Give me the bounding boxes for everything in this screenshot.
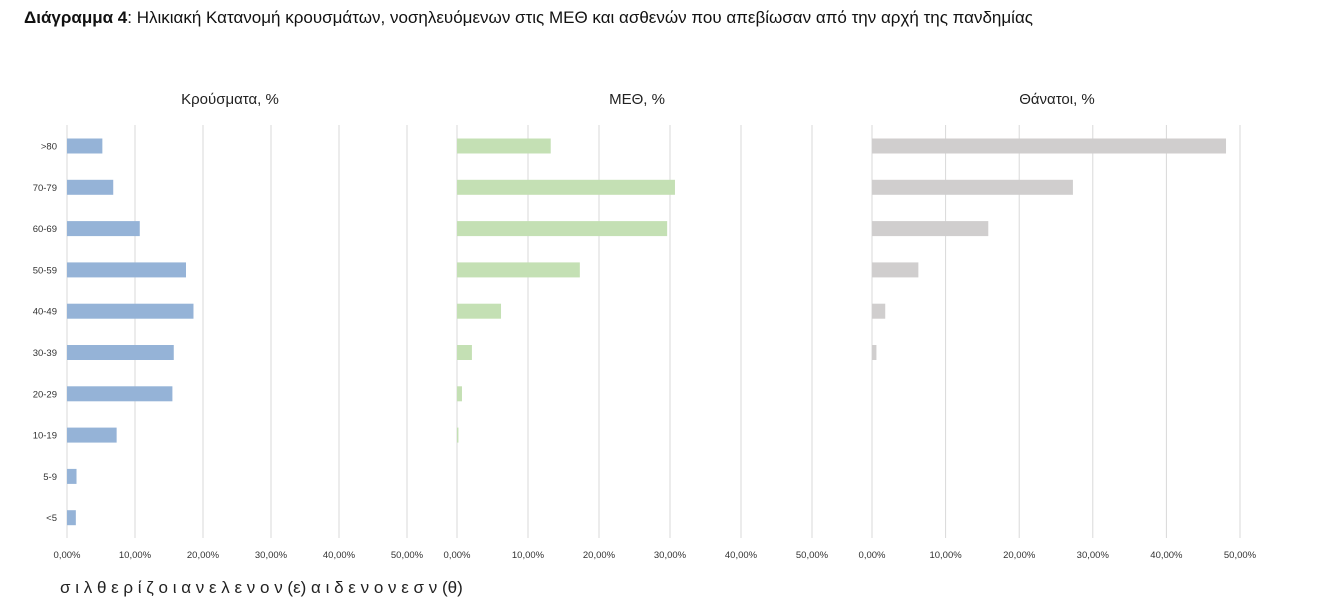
bar-2-0 [457,138,551,154]
x-tick-label-2-5: 50,00% [796,550,829,561]
bar-1-3 [67,262,186,278]
bar-1-6 [67,386,173,402]
x-tick-label-2-1: 10,00% [512,550,545,561]
x-tick-label-1-1: 10,00% [119,550,152,561]
bar-2-5 [457,345,472,360]
category-label-1: 70-79 [33,183,57,194]
x-tick-label-2-4: 40,00% [725,550,758,561]
x-tick-label-2-2: 20,00% [583,550,616,561]
cut-off-text-line: σ ι λ θ ε ρ ί ζ ο ι α ν ε λ ε ν ο ν (ε) … [60,578,1260,598]
figure-heading: Διάγραμμα 4: Ηλικιακή Κατανομή κρουσμάτω… [24,8,1033,28]
x-tick-label-1-5: 50,00% [391,550,424,561]
x-tick-label-1-0: 0,00% [54,550,81,561]
x-tick-label-1-3: 30,00% [255,550,288,561]
bar-3-0 [872,138,1227,154]
x-tick-label-3-2: 20,00% [1003,550,1036,561]
category-label-3: 50-59 [33,265,57,276]
chart-title-1: Κρούσματα, % [181,91,279,108]
bar-2-7 [457,427,459,443]
x-tick-label-2-0: 0,00% [444,550,471,561]
bar-1-2 [67,221,140,237]
category-label-7: 10-19 [33,431,57,442]
bar-1-1 [67,179,114,195]
category-label-6: 20-29 [33,389,57,400]
category-label-5: 30-39 [33,348,57,359]
x-tick-label-2-3: 30,00% [654,550,687,561]
bar-2-6 [457,386,462,402]
bar-2-4 [457,303,502,319]
bar-1-4 [67,303,194,319]
bar-2-1 [457,179,675,195]
bar-1-8 [67,468,77,484]
bar-3-3 [872,262,919,278]
x-tick-label-3-5: 50,00% [1224,550,1257,561]
x-tick-label-3-3: 30,00% [1077,550,1110,561]
bar-3-1 [872,179,1073,195]
bar-1-7 [67,427,117,443]
bar-2-3 [457,262,580,278]
chart-title-3: Θάνατοι, % [1019,91,1095,108]
x-tick-label-3-1: 10,00% [929,550,962,561]
category-label-8: 5-9 [43,472,57,483]
figure-caption: : Ηλικιακή Κατανομή κρουσμάτων, νοσηλευό… [127,8,1033,27]
x-tick-label-3-0: 0,00% [859,550,886,561]
bar-3-5 [872,345,877,360]
bar-3-4 [872,303,886,319]
bar-1-9 [67,510,76,526]
chart-title-2: ΜΕΘ, % [609,91,665,108]
x-tick-label-3-4: 40,00% [1150,550,1183,561]
figure-label: Διάγραμμα 4 [24,8,128,27]
category-label-4: 40-49 [33,307,57,318]
category-label-2: 60-69 [33,224,57,235]
bar-3-2 [872,221,989,237]
bar-2-2 [457,221,668,237]
x-tick-label-1-2: 20,00% [187,550,220,561]
x-tick-label-1-4: 40,00% [323,550,356,561]
bar-1-5 [67,345,174,360]
category-label-0: >80 [41,142,57,153]
bar-1-0 [67,138,103,154]
category-label-9: <5 [46,513,57,524]
